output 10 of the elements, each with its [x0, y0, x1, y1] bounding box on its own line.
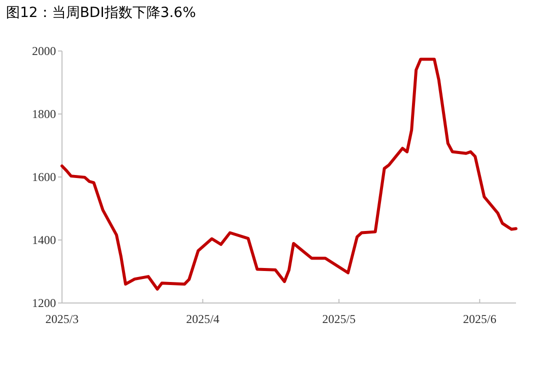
xtick-label: 2025/6	[463, 312, 496, 326]
ytick-label: 1400	[32, 233, 56, 247]
xtick-label: 2025/3	[45, 312, 79, 326]
ytick-label: 2000	[32, 44, 56, 58]
xtick-label: 2025/5	[322, 312, 356, 326]
ytick-label: 1200	[32, 296, 56, 310]
ytick-label: 1600	[32, 170, 56, 184]
title: 图12：当周BDI指数下降3.6%	[6, 5, 196, 21]
ytick-label: 1800	[32, 107, 56, 121]
xtick-label: 2025/4	[186, 312, 220, 326]
